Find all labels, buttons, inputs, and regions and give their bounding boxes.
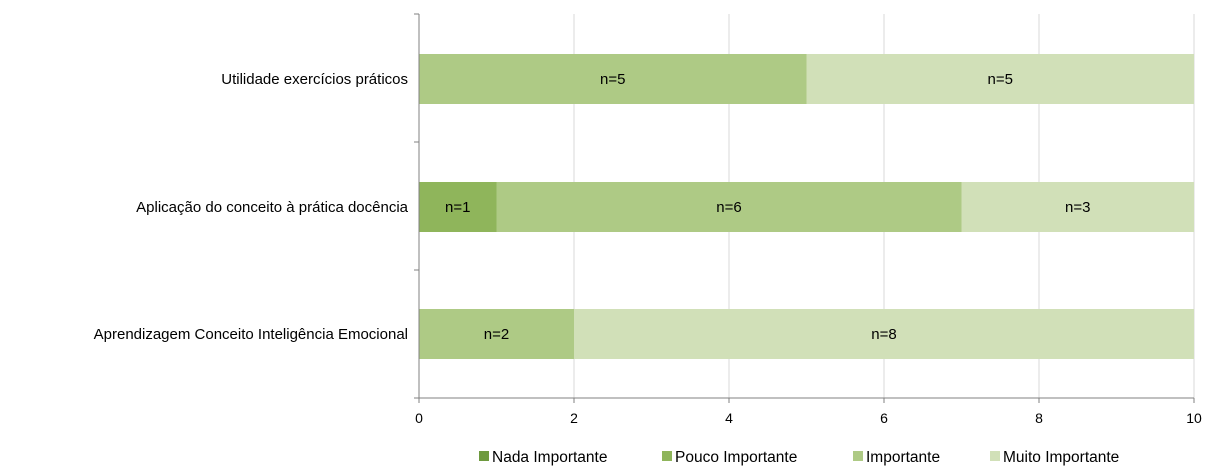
legend-label: Pouco Importante [675, 449, 797, 466]
x-tick-label: 4 [725, 410, 733, 426]
data-label: n=8 [871, 326, 896, 343]
bar-segment [574, 309, 1194, 359]
legend-label: Nada Importante [492, 449, 607, 466]
legend-swatch [479, 451, 489, 461]
x-tick-label: 10 [1186, 410, 1202, 426]
legend-swatch [662, 451, 672, 461]
data-label: n=3 [1065, 199, 1090, 216]
x-tick-label: 0 [415, 410, 423, 426]
x-tick-label: 6 [880, 410, 888, 426]
bar-segment [806, 54, 1194, 104]
data-label: n=2 [484, 326, 509, 343]
legend-swatch [990, 451, 1000, 461]
data-label: n=5 [988, 71, 1013, 88]
data-label: n=6 [716, 199, 741, 216]
bar-segment [961, 182, 1194, 232]
bar-segment [496, 182, 962, 232]
bar-segment [419, 54, 807, 104]
x-tick-label: 2 [570, 410, 578, 426]
category-label: Aplicação do conceito à prática docência [136, 199, 408, 216]
data-label: n=5 [600, 71, 625, 88]
legend-label: Muito Importante [1003, 449, 1119, 466]
legend-label: Importante [866, 449, 940, 466]
data-label: n=1 [445, 199, 470, 216]
bar-segment [419, 182, 497, 232]
legend-swatch [853, 451, 863, 461]
bar-segment [419, 309, 574, 359]
category-label: Aprendizagem Conceito Inteligência Emoci… [94, 326, 408, 343]
category-label: Utilidade exercícios práticos [221, 71, 408, 88]
x-tick-label: 8 [1035, 410, 1043, 426]
